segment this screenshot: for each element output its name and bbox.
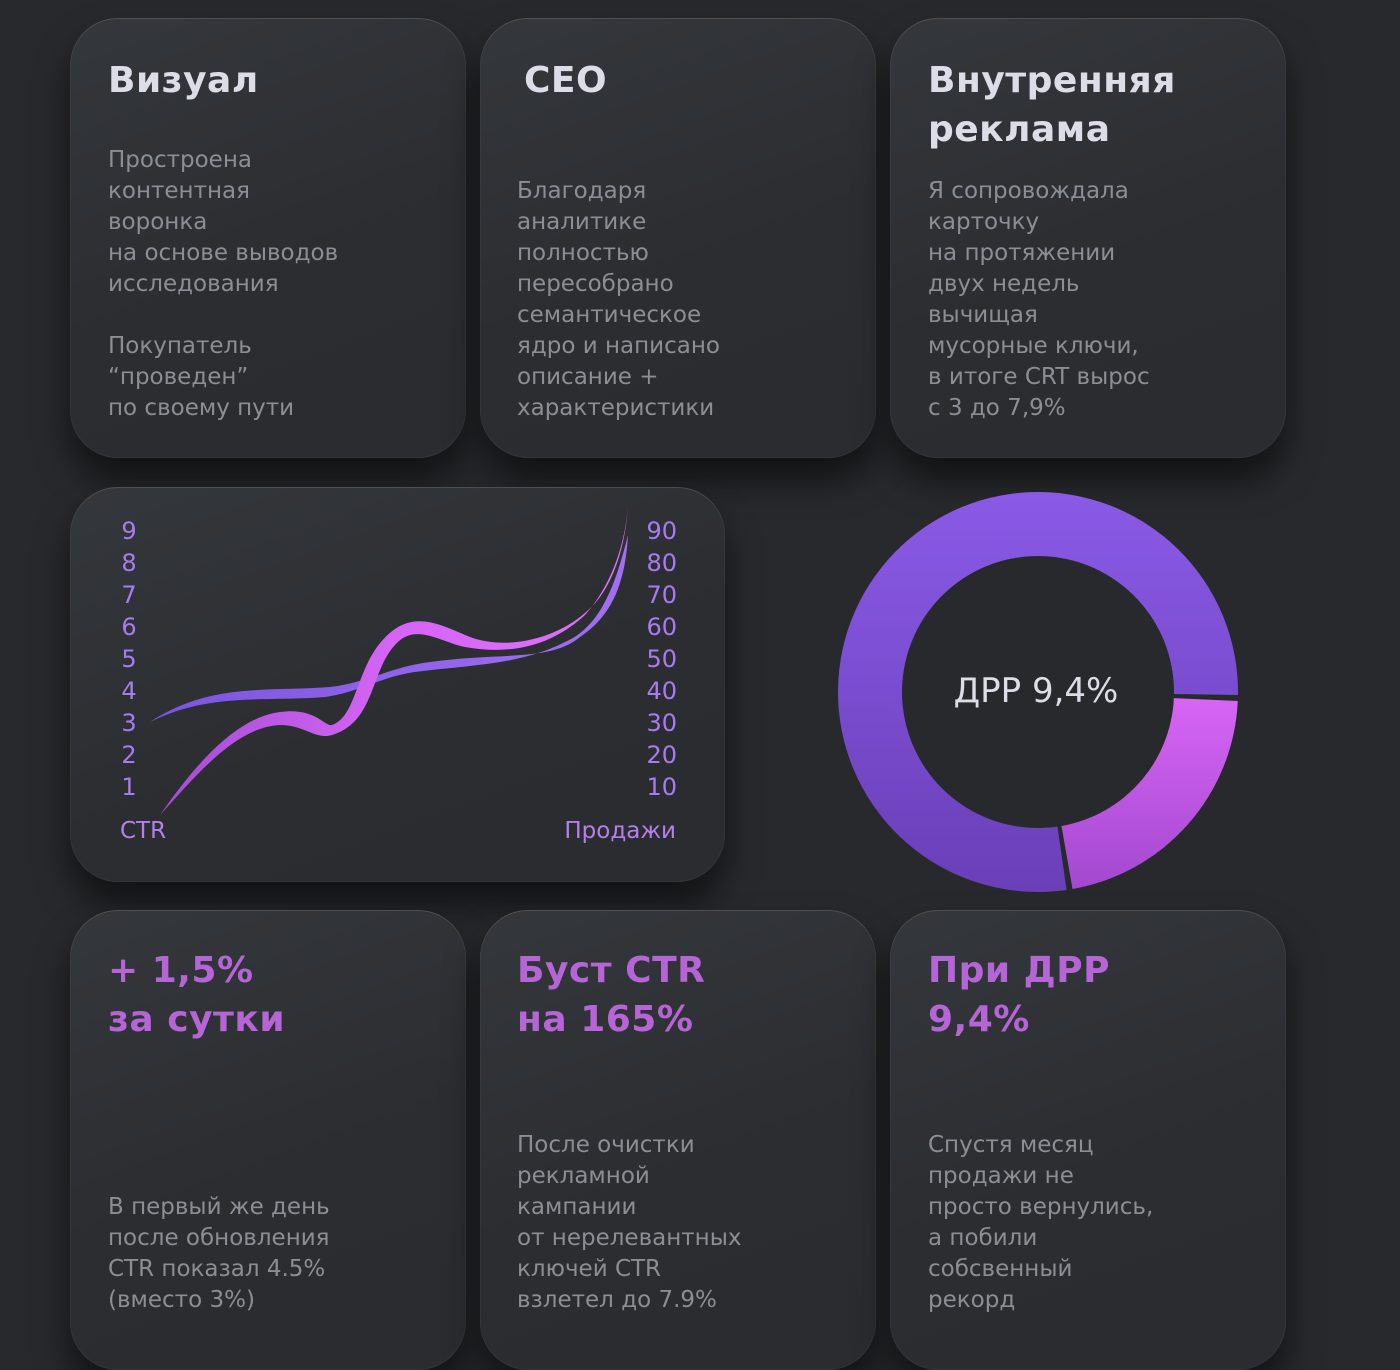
card-drr-text: Спустя месяц продажи не просто вернулись… [928, 1132, 1154, 1313]
card-visual-text: Простроена контентная воронка на основе … [108, 147, 339, 421]
sales-tick-label: 20 [646, 741, 677, 769]
sales-tick-label: 10 [646, 773, 677, 801]
ctr-tick-label: 8 [121, 549, 136, 577]
card-ads-text: Я сопровождала карточку на протяжении дв… [928, 178, 1150, 421]
drr-donut-chart: ДРР 9,4% [837, 492, 1238, 892]
card-seo-text: Благодаря аналитике полностью пересобран… [517, 178, 720, 421]
sales-tick-label: 40 [646, 677, 677, 705]
card-boost-title: Буст CTR на 165% [517, 950, 706, 1040]
ctr-sales-chart: 9 8 7 6 5 4 3 2 1 90 80 70 60 50 40 30 20 10 CTR Продажи [120, 505, 677, 844]
ctr-axis-label: CTR [120, 818, 166, 844]
card-boost-text: После очистки рекламной кампании от нере… [517, 1132, 742, 1313]
sales-axis-label: Продажи [564, 818, 676, 844]
donut-slice-main [837, 492, 1238, 892]
card-ads: Внутренняя реклама Я сопровождала карточ… [890, 18, 1286, 458]
ctr-tick-label: 4 [121, 677, 136, 705]
ctr-tick-label: 2 [121, 741, 136, 769]
sales-tick-label: 60 [646, 613, 677, 641]
card-day: + 1,5% за сутки В первый же день после о… [70, 910, 466, 1370]
sales-tick-label: 70 [646, 581, 677, 609]
card-ads-title: Внутренняя реклама [928, 60, 1176, 150]
card-seo-title: СЕО [524, 60, 608, 101]
card-drr: При ДРР 9,4% Спустя месяц продажи не про… [890, 910, 1286, 1370]
sales-line [160, 505, 628, 815]
card-seo: СЕО Благодаря аналитике полностью пересо… [480, 18, 876, 458]
sales-tick-label: 30 [646, 709, 677, 737]
donut-slice-drr [1061, 698, 1238, 889]
ctr-tick-label: 9 [121, 517, 136, 545]
sales-tick-label: 80 [646, 549, 677, 577]
card-boost: Буст CTR на 165% После очистки рекламной… [480, 910, 876, 1370]
ctr-line [150, 535, 628, 722]
ctr-tick-label: 1 [121, 773, 136, 801]
card-day-text: В первый же день после обновления CTR по… [108, 1194, 330, 1313]
card-day-title: + 1,5% за сутки [108, 950, 286, 1040]
chart-card: 9 8 7 6 5 4 3 2 1 90 80 70 60 50 40 30 20 10 CTR Продажи [70, 487, 725, 882]
card-visual: Визуал Простроена контентная воронка на … [70, 18, 466, 458]
card-drr-title: При ДРР 9,4% [928, 950, 1110, 1040]
sales-tick-label: 90 [646, 517, 677, 545]
ctr-tick-label: 6 [121, 613, 136, 641]
ctr-tick-label: 7 [121, 581, 136, 609]
sales-tick-label: 50 [646, 645, 677, 673]
ctr-tick-label: 5 [121, 645, 136, 673]
card-visual-title: Визуал [108, 60, 259, 101]
ctr-tick-label: 3 [121, 709, 136, 737]
drr-center-label: ДРР 9,4% [954, 671, 1119, 711]
